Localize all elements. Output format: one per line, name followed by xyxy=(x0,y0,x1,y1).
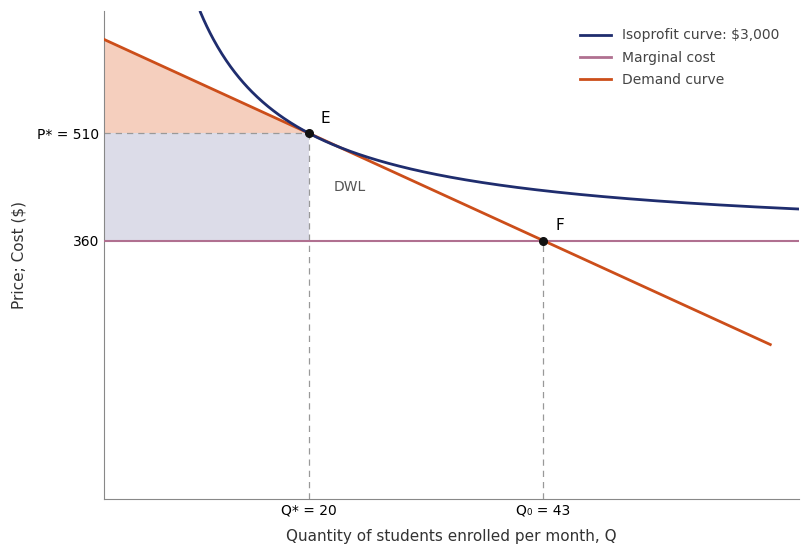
Demand curve xyxy=(100,36,109,43)
Text: F: F xyxy=(556,219,565,234)
Demand curve xyxy=(363,157,373,164)
Demand curve xyxy=(180,73,190,79)
Demand curve xyxy=(317,135,326,142)
Marginal cost xyxy=(100,238,109,244)
Line: Demand curve: Demand curve xyxy=(104,39,770,345)
Isoprofit curve: $3,000: (14.2, 572): $3,000: (14.2, 572) xyxy=(244,85,254,92)
Isoprofit curve: $3,000: (28.2, 466): $3,000: (28.2, 466) xyxy=(388,161,398,168)
Isoprofit curve: $3,000: (11.7, 616): $3,000: (11.7, 616) xyxy=(220,54,229,60)
Isoprofit curve: $3,000: (68, 404): $3,000: (68, 404) xyxy=(794,206,804,213)
Isoprofit curve: $3,000: (37.9, 439): $3,000: (37.9, 439) xyxy=(487,180,497,187)
Line: Isoprofit curve: $3,000: Isoprofit curve: $3,000 xyxy=(200,12,799,209)
X-axis label: Quantity of students enrolled per month, Q: Quantity of students enrolled per month,… xyxy=(286,529,617,544)
Isoprofit curve: $3,000: (65.5, 406): $3,000: (65.5, 406) xyxy=(768,204,778,211)
Y-axis label: Price; Cost ($): Price; Cost ($) xyxy=(11,201,26,309)
Text: DWL: DWL xyxy=(334,180,366,194)
Demand curve xyxy=(580,256,590,263)
Isoprofit curve: $3,000: (9.42, 679): $3,000: (9.42, 679) xyxy=(195,9,205,16)
Demand curve xyxy=(518,228,528,235)
Demand curve xyxy=(583,258,593,265)
Polygon shape xyxy=(104,39,309,133)
Legend: Isoprofit curve: $3,000, Marginal cost, Demand curve: Isoprofit curve: $3,000, Marginal cost, … xyxy=(575,23,785,93)
Text: E: E xyxy=(321,111,330,126)
Demand curve xyxy=(765,341,775,348)
Polygon shape xyxy=(104,133,309,241)
Marginal cost xyxy=(109,238,119,244)
Isoprofit curve: $3,000: (51.1, 419): $3,000: (51.1, 419) xyxy=(621,195,631,202)
